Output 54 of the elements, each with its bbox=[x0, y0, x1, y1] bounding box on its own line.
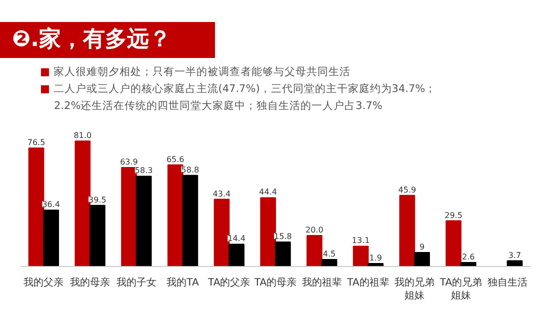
bar bbox=[167, 164, 184, 266]
data-label: 20.0 bbox=[306, 226, 324, 235]
data-label: 13.1 bbox=[352, 236, 370, 246]
bar bbox=[182, 174, 198, 266]
data-label: 58.3 bbox=[134, 166, 153, 176]
data-label: 65.6 bbox=[166, 154, 184, 164]
data-label: 76.5 bbox=[27, 138, 46, 148]
data-label: 15.8 bbox=[274, 232, 292, 242]
data-label: 1.9 bbox=[369, 254, 382, 263]
bar bbox=[121, 167, 137, 266]
data-label: 29.5 bbox=[444, 210, 462, 220]
data-label: 81.0 bbox=[74, 131, 92, 140]
data-label: 2.6 bbox=[462, 252, 475, 262]
bar bbox=[321, 259, 338, 266]
x-tick-label: 我的TA bbox=[166, 276, 200, 288]
bar bbox=[260, 197, 276, 266]
bar bbox=[136, 176, 152, 266]
x-tick-label: TA的母亲 bbox=[253, 276, 297, 288]
bar bbox=[352, 246, 369, 266]
data-label: 4.5 bbox=[322, 250, 336, 259]
bar bbox=[228, 244, 244, 266]
x-tick-label: TA的兄弟姐妹 bbox=[438, 276, 482, 302]
x-tick-label: 我的祖辈 bbox=[302, 276, 342, 288]
x-tick-label: TA的祖辈 bbox=[346, 276, 390, 288]
bar bbox=[306, 235, 322, 266]
data-label: 39.5 bbox=[88, 195, 106, 204]
bar bbox=[74, 140, 91, 266]
x-tick-label: TA的父亲 bbox=[207, 276, 250, 288]
data-label: 36.4 bbox=[42, 200, 60, 210]
x-tick-label: 我的兄弟姐妹 bbox=[394, 276, 435, 302]
bar bbox=[399, 194, 416, 266]
data-label: 63.9 bbox=[120, 158, 138, 167]
bar bbox=[446, 220, 462, 266]
text: ■ 家人很难朝夕相处；只有一半的被调查者能够与父母共同生活 bbox=[40, 65, 352, 80]
bar bbox=[43, 210, 60, 266]
x-tick-label: 独自生活 bbox=[487, 276, 528, 288]
data-label: 3.7 bbox=[508, 250, 522, 260]
text: ■ 二人户或三人户的核心家庭占主流(47.7%)，三代同堂的主干家庭约为34.7%；2.2%还生活在传统的四世同堂大家庭中；独自生活的一人户占3.7% bbox=[40, 82, 438, 114]
bar bbox=[28, 148, 44, 266]
data-label: 58.8 bbox=[181, 165, 200, 174]
bar bbox=[90, 204, 106, 266]
bar bbox=[414, 252, 430, 266]
chart-title: ❷.家，有多远？ bbox=[12, 26, 171, 54]
data-label: 45.9 bbox=[398, 185, 416, 194]
data-label: 43.4 bbox=[212, 189, 231, 198]
data-label: 9 bbox=[419, 242, 425, 252]
x-tick-label: 我的子女 bbox=[116, 276, 156, 288]
bar bbox=[275, 242, 291, 266]
data-label: 44.4 bbox=[259, 188, 277, 197]
x-tick-label: 我的母亲 bbox=[70, 276, 110, 288]
x-tick-label: 我的父亲 bbox=[24, 276, 64, 288]
bar bbox=[460, 262, 476, 266]
data-label: 14.4 bbox=[228, 234, 246, 244]
bar bbox=[214, 198, 230, 266]
